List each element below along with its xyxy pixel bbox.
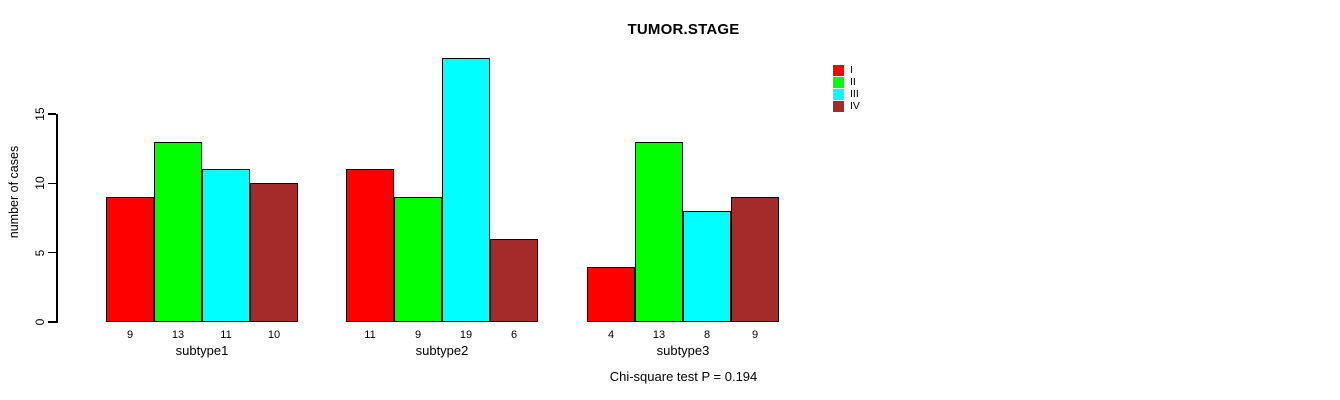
bar-ii-subtype3 <box>635 141 683 322</box>
bar-ii-subtype1 <box>154 141 202 322</box>
bar-value-label: 8 <box>703 329 711 341</box>
bar-iii-subtype2 <box>442 58 490 322</box>
y-tick-mark <box>48 113 56 115</box>
bar-ii-subtype2 <box>394 197 442 322</box>
bar-value-label: 4 <box>607 329 615 341</box>
bar-value-label: 19 <box>459 329 473 341</box>
chi-square-caption: Chi-square test P = 0.194 <box>609 369 758 384</box>
bar-iii-subtype1 <box>202 169 250 322</box>
y-tick-mark <box>48 321 56 323</box>
category-label-subtype1: subtype1 <box>175 343 229 358</box>
bar-value-label: 9 <box>414 329 422 341</box>
legend-item-iv: IV <box>833 101 860 112</box>
bar-value-label: 13 <box>652 329 666 341</box>
legend-item-i: I <box>833 65 853 76</box>
bar-value-label: 9 <box>751 329 759 341</box>
bar-value-label: 11 <box>220 329 232 341</box>
bar-iv-subtype1 <box>250 183 298 322</box>
category-label-subtype3: subtype3 <box>656 343 710 358</box>
legend-swatch-ii <box>833 77 844 88</box>
y-tick-mark <box>48 251 56 254</box>
legend-label: IV <box>850 100 860 112</box>
legend-item-iii: III <box>833 89 859 100</box>
chart-title: TUMOR.STAGE <box>627 21 740 38</box>
legend-label: III <box>850 88 859 100</box>
y-axis-line <box>56 113 58 324</box>
bar-i-subtype2 <box>346 169 394 322</box>
legend-swatch-iv <box>833 101 844 112</box>
bar-value-label: 6 <box>510 329 518 341</box>
bar-iv-subtype2 <box>490 238 538 322</box>
bar-iii-subtype3 <box>683 211 731 322</box>
bar-value-label: 10 <box>267 329 281 341</box>
legend-item-ii: II <box>833 77 856 88</box>
legend-label: I <box>850 64 853 76</box>
legend-swatch-iii <box>833 89 844 100</box>
legend-label: II <box>850 76 856 88</box>
bar-iv-subtype3 <box>731 197 779 322</box>
y-tick-mark <box>48 182 56 185</box>
bar-value-label: 11 <box>364 329 376 341</box>
category-label-subtype2: subtype2 <box>415 343 469 358</box>
legend-swatch-i <box>833 65 844 76</box>
bar-value-label: 13 <box>171 329 185 341</box>
bar-value-label: 9 <box>126 329 134 341</box>
bar-i-subtype3 <box>587 266 635 322</box>
bar-i-subtype1 <box>106 197 154 322</box>
